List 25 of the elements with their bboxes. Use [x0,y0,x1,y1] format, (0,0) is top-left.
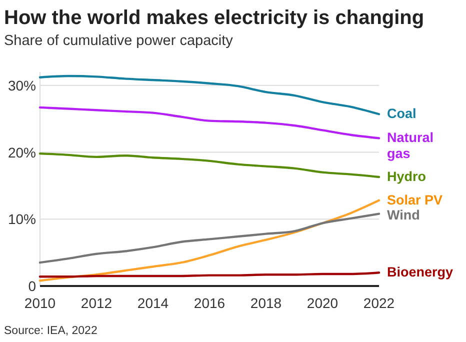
series-label: Solar PV [387,192,443,208]
series-label: Wind [387,207,420,222]
y-tick-label: 30% [8,77,36,94]
y-tick-label: 20% [8,144,36,160]
x-tick-label: 2018 [250,295,282,311]
x-tick-label: 2010 [24,295,56,311]
x-tick-label: 2014 [137,295,169,311]
y-tick-label: 0 [28,278,36,294]
series-label: Bioenergy [387,264,454,280]
x-tick-label: 2012 [80,295,112,311]
source-note: Source: IEA, 2022 [4,325,98,337]
line-series [38,74,380,116]
y-tick-label: 10% [8,211,36,228]
x-tick-label: 2022 [363,295,395,311]
line-series [38,152,380,178]
chart-subtitle: Share of cumulative power capacity [4,33,234,49]
x-tick-label: 2020 [306,295,338,311]
line-series [38,212,380,264]
chart-title: How the world makes electricity is changing [4,7,424,29]
line-series [38,199,380,282]
x-tick-label: 2016 [194,295,226,311]
series-label: Coal [387,106,416,122]
line-series [38,106,380,140]
series-label: Hydro [387,168,426,184]
series-label: Natural gas [387,130,434,162]
